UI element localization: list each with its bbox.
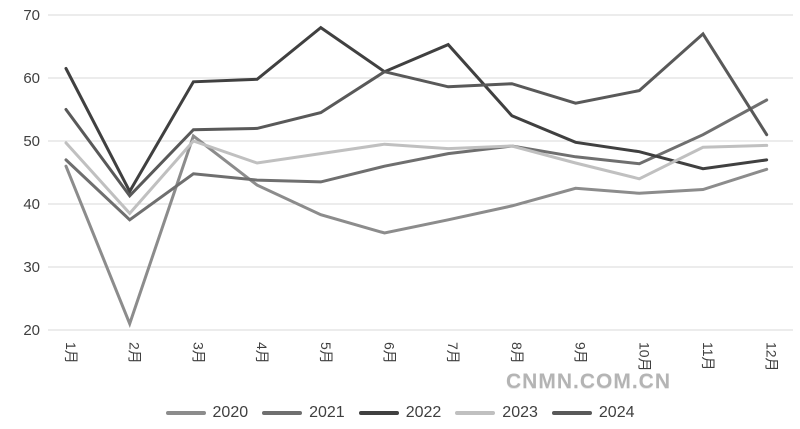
legend-swatch-2021 <box>262 411 303 415</box>
x-axis-label-2: 2月 <box>127 342 143 364</box>
x-axis-label-8: 8月 <box>509 342 525 364</box>
x-axis-label-3: 3月 <box>190 342 206 364</box>
y-axis-label-20: 20 <box>23 322 40 339</box>
legend-item-2022: 2022 <box>358 404 442 422</box>
watermark: CNMN.COM.CN <box>506 370 671 393</box>
y-axis-label-40: 40 <box>23 196 40 213</box>
legend-item-2021: 2021 <box>262 404 345 422</box>
x-axis-label-10: 10月 <box>636 342 652 372</box>
x-axis-label-1: 1月 <box>63 342 79 364</box>
x-axis-label-6: 6月 <box>382 342 398 364</box>
x-axis-label-12: 12月 <box>764 342 780 372</box>
legend-swatch-2020 <box>165 411 206 415</box>
series-line-2020 <box>64 133 769 329</box>
legend-swatch-2024 <box>551 411 592 415</box>
legend-label-2021: 2021 <box>309 404 345 421</box>
plot-area: 20 30 40 50 60 70 1月 2月 3月 4月 5月 6月 7月 8月 9月 10月 11月 12月 <box>23 7 793 372</box>
legend: 2020 2021 2022 2023 2024 <box>0 401 800 425</box>
series-line-2022 <box>64 25 769 195</box>
x-axis-label-9: 9月 <box>573 342 589 364</box>
x-axis-label-11: 11月 <box>700 342 716 371</box>
series-line-2023 <box>64 139 769 216</box>
x-axis-label-7: 7月 <box>445 342 461 364</box>
legend-item-2023: 2023 <box>455 404 538 422</box>
legend-item-2024: 2024 <box>551 404 635 422</box>
y-axis-label-60: 60 <box>23 70 40 87</box>
y-axis-label-50: 50 <box>23 133 40 150</box>
legend-label-2024: 2024 <box>598 404 635 421</box>
series-line-2024 <box>64 31 769 199</box>
y-axis-label-30: 30 <box>23 259 40 276</box>
series-line-2021 <box>64 98 769 222</box>
legend-label-2020: 2020 <box>212 404 249 421</box>
y-axis-label-70: 70 <box>23 7 40 24</box>
legend-swatch-2022 <box>358 411 399 415</box>
x-axis-label-4: 4月 <box>254 342 270 364</box>
legend-label-2023: 2023 <box>502 404 538 421</box>
legend-swatch-2023 <box>455 411 496 415</box>
legend-item-2020: 2020 <box>165 404 249 422</box>
x-axis-label-5: 5月 <box>318 342 334 364</box>
legend-label-2022: 2022 <box>405 404 442 421</box>
